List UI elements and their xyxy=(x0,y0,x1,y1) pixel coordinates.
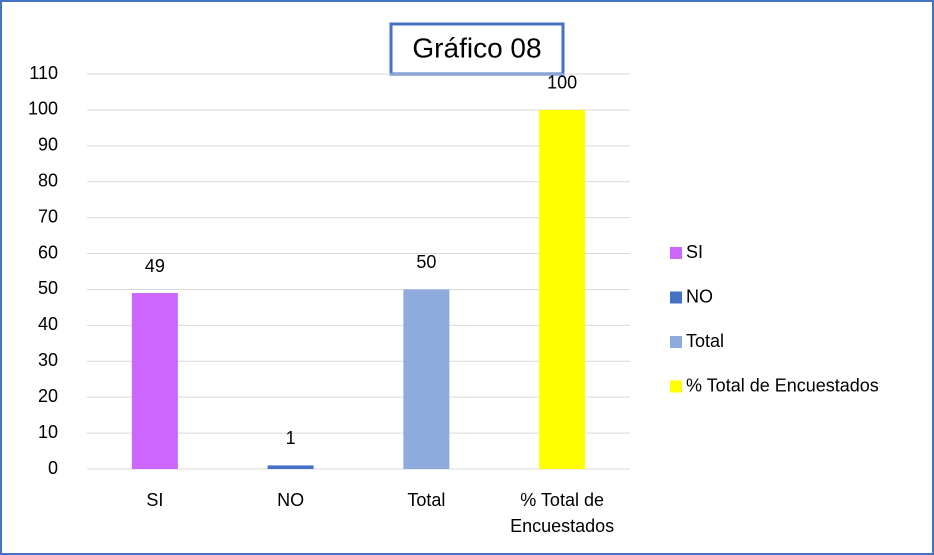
y-tick-label: 20 xyxy=(38,386,58,406)
legend-label: SI xyxy=(686,242,703,262)
bar xyxy=(539,109,586,469)
x-tick-label: NO xyxy=(277,490,304,510)
legend-swatch xyxy=(670,336,682,348)
x-tick-label: SI xyxy=(146,490,163,510)
y-tick-label: 60 xyxy=(38,242,58,262)
bar xyxy=(403,289,450,469)
y-tick-label: 100 xyxy=(28,99,58,119)
legend-swatch xyxy=(670,380,682,393)
x-tick-label: % Total de Encuestados xyxy=(510,490,614,536)
data-label: 1 xyxy=(286,428,296,448)
y-tick-label: 70 xyxy=(38,206,58,226)
y-tick-label: 30 xyxy=(38,350,58,370)
legend-label: Total xyxy=(686,331,724,351)
legend-label: NO xyxy=(686,286,713,306)
legend-label: % Total de Encuestados xyxy=(686,375,879,395)
legend-swatch xyxy=(670,291,682,304)
y-tick-label: 90 xyxy=(38,135,58,155)
y-tick-label: 40 xyxy=(38,314,58,334)
bar xyxy=(131,293,178,469)
data-label: 49 xyxy=(145,256,165,276)
data-label: 100 xyxy=(547,73,577,93)
y-tick-label: 80 xyxy=(38,170,58,190)
y-tick-label: 50 xyxy=(38,278,58,298)
x-tick-label: Total xyxy=(407,490,445,510)
legend-swatch xyxy=(670,247,682,259)
y-tick-label: 10 xyxy=(38,422,58,442)
y-tick-label: 0 xyxy=(48,458,58,478)
data-label: 50 xyxy=(416,252,436,272)
chart-title: Gráfico 08 xyxy=(412,32,541,63)
bar xyxy=(267,465,314,469)
y-tick-label: 110 xyxy=(29,63,58,83)
